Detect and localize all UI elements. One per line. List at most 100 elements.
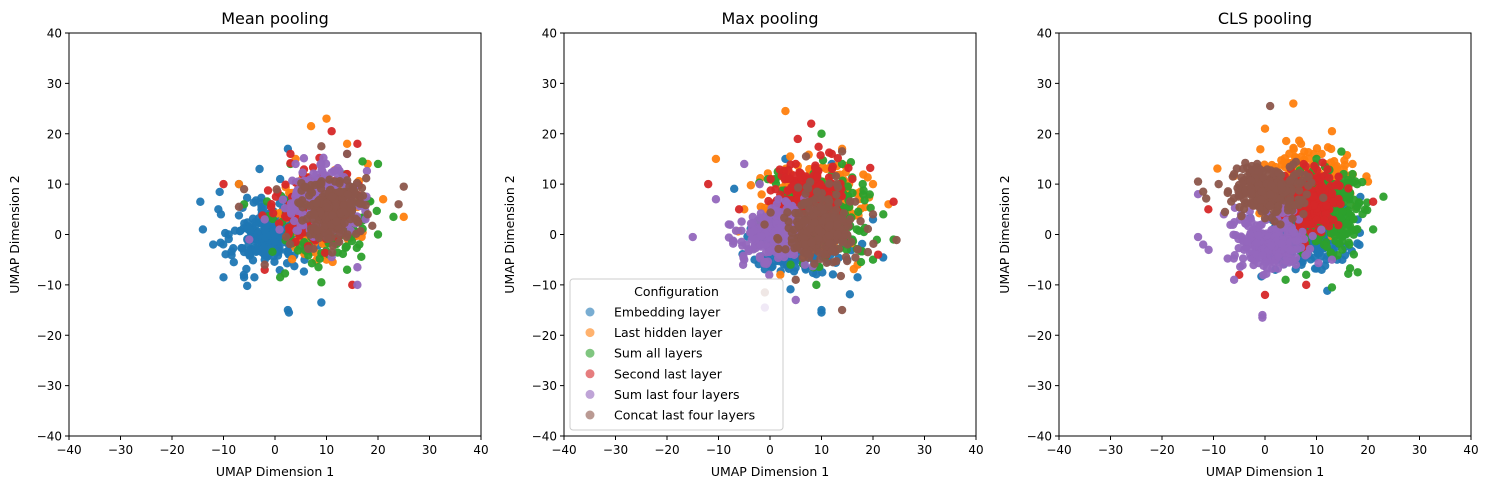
scatter-point	[1193, 177, 1203, 186]
scatter-point	[756, 232, 766, 241]
scatter-point	[1266, 190, 1275, 199]
scatter-point	[755, 179, 764, 189]
chart-title: CLS pooling	[1218, 9, 1312, 28]
scatter-point	[780, 213, 789, 222]
scatter-point	[1355, 240, 1364, 250]
scatter-point	[238, 244, 247, 253]
scatter-point	[1257, 187, 1266, 196]
scatter-point	[307, 188, 317, 197]
scatter-point	[1319, 193, 1328, 202]
scatter-point	[1326, 144, 1336, 154]
scatter-point	[869, 239, 878, 248]
scatter-points	[196, 114, 408, 317]
scatter-point	[263, 186, 273, 195]
scatter-point	[1308, 231, 1317, 241]
legend-marker	[585, 307, 595, 317]
scatter-point	[1327, 283, 1337, 292]
scatter-point	[1368, 197, 1378, 206]
scatter-point	[249, 198, 258, 207]
scatter-point	[328, 211, 337, 220]
scatter-point	[335, 187, 345, 196]
scatter-point	[868, 255, 878, 264]
scatter-point	[1246, 230, 1255, 240]
scatter-point	[791, 295, 800, 305]
scatter-point	[816, 194, 826, 204]
scatter-point	[813, 172, 822, 181]
scatter-point	[305, 230, 315, 239]
scatter-point	[234, 211, 244, 220]
legend-marker	[585, 410, 595, 420]
scatter-point	[892, 235, 901, 245]
scatter-point	[868, 179, 878, 189]
y-tick-label: 30	[542, 77, 557, 91]
y-tick-label: 20	[1037, 127, 1052, 141]
scatter-point	[317, 179, 326, 189]
scatter-point	[1239, 245, 1249, 255]
scatter-point	[776, 270, 785, 279]
scatter-point	[1276, 220, 1285, 229]
scatter-point	[1238, 164, 1248, 174]
x-tick-label: 10	[319, 443, 334, 457]
legend-label: Last hidden layer	[614, 325, 723, 340]
scatter-point	[1327, 127, 1337, 136]
scatter-point	[307, 259, 317, 268]
scatter-point	[1274, 168, 1283, 178]
scatter-point	[794, 208, 804, 218]
legend-title: Configuration	[634, 284, 719, 299]
scatter-point	[845, 215, 855, 224]
scatter-point	[856, 216, 865, 226]
scatter-point	[342, 232, 351, 242]
scatter-point	[1344, 184, 1353, 193]
scatter-point	[1228, 220, 1238, 230]
scatter-point	[1294, 186, 1304, 195]
scatter-point	[824, 179, 834, 188]
scatter-point	[358, 157, 367, 166]
scatter-point	[837, 147, 847, 156]
scatter-point	[260, 215, 269, 224]
scatter-point	[322, 202, 331, 212]
scatter-point	[372, 206, 381, 216]
scatter-point	[828, 270, 838, 279]
scatter-point	[1379, 192, 1388, 201]
scatter-point	[1291, 169, 1301, 179]
scatter-point	[773, 233, 782, 243]
x-tick-label: −20	[654, 443, 679, 457]
scatter-point	[1349, 230, 1358, 239]
x-axis-label: UMAP Dimension 1	[711, 464, 829, 479]
scatter-point	[814, 225, 823, 234]
chart-title: Mean pooling	[221, 9, 329, 28]
scatter-point	[327, 248, 337, 257]
scatter-point	[730, 184, 739, 194]
scatter-point	[724, 233, 734, 242]
series-concat-last-four-layers	[1193, 101, 1328, 229]
legend-label: Sum all layers	[614, 346, 702, 361]
y-tick-label: −30	[1027, 379, 1052, 393]
scatter-point	[1213, 164, 1222, 173]
scatter-point	[1231, 231, 1240, 240]
scatter-point	[829, 208, 838, 217]
x-tick-label: −10	[706, 443, 731, 457]
x-tick-label: −20	[159, 443, 184, 457]
x-tick-label: 40	[473, 443, 488, 457]
x-tick-label: 10	[1309, 443, 1324, 457]
scatter-point	[828, 258, 838, 267]
scatter-point	[842, 256, 852, 266]
scatter-point	[250, 273, 259, 282]
scatter-point	[1286, 246, 1295, 255]
scatter-point	[781, 106, 790, 116]
scatter-point	[394, 200, 403, 209]
scatter-point	[373, 230, 383, 239]
scatter-point	[859, 186, 868, 195]
scatter-point	[312, 198, 321, 208]
scatter-point	[836, 271, 846, 281]
scatter-point	[1333, 251, 1342, 260]
scatter-point	[1309, 192, 1318, 201]
scatter-point	[786, 285, 795, 294]
scatter-point	[1223, 188, 1232, 198]
scatter-point	[1334, 220, 1343, 230]
y-tick-label: 20	[47, 127, 62, 141]
scatter-point	[766, 208, 775, 217]
y-axis-label: UMAP Dimension 2	[7, 175, 22, 293]
scatter-point	[314, 233, 324, 243]
